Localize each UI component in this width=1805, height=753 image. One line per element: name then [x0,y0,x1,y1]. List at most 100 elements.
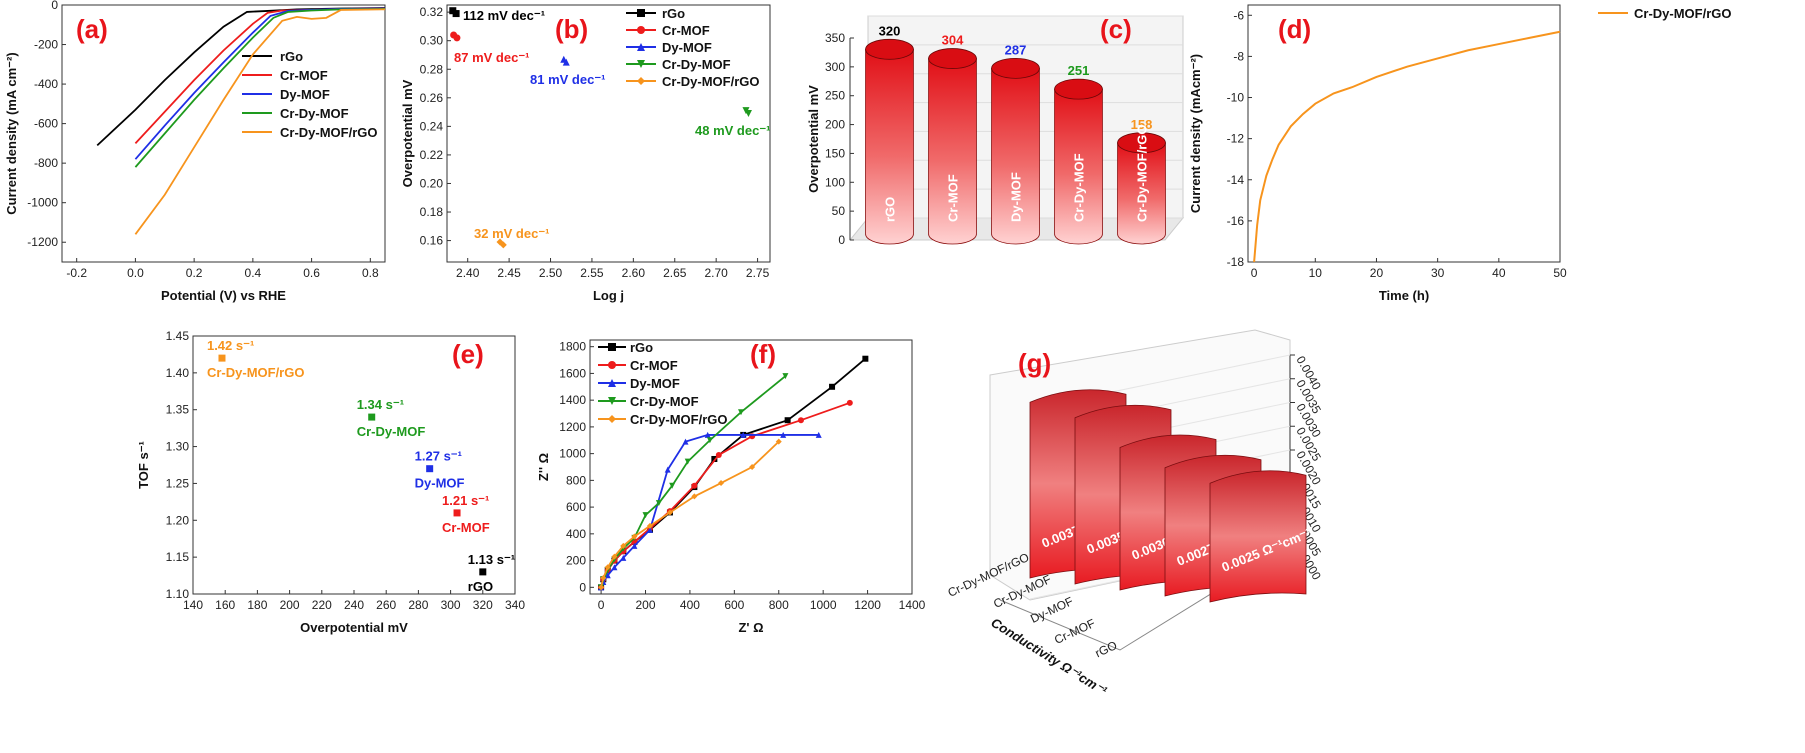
tof-value-label: 1.42 s⁻¹ [207,338,254,353]
y-tick-label: 1.10 [166,587,190,601]
x-tick-label: 180 [247,598,267,612]
plot-frame [61,4,386,263]
y-tick-label: 600 [566,500,586,514]
conductivity-slab [1209,470,1307,603]
panel-label-c: (c) [1100,14,1132,44]
data-point [598,584,605,591]
bar-category-label: Cr-Dy-MOF [1072,153,1087,222]
legend-marker [608,361,616,369]
legend-marker [637,77,645,85]
y-tick-label: 150 [825,146,845,160]
y-tick-label: -400 [34,77,58,91]
x-tick-label: 340 [505,598,525,612]
legend-marker [608,343,616,351]
legend-entry: Cr-Dy-MOF/rGO [1634,6,1732,21]
data-point [738,409,745,416]
panel-label-g: (g) [1018,348,1051,378]
tof-value-label: 1.27 s⁻¹ [415,449,462,464]
data-point [744,110,752,118]
data-point [815,431,822,438]
x-tick-label: 1400 [899,598,926,612]
data-point [631,533,638,540]
bar-top [865,38,914,60]
bar-category-label: rGO [883,197,898,222]
tof-point-label: Cr-MOF [442,520,490,535]
tof-point-label: Cr-Dy-MOF/rGO [207,365,304,380]
bar-cylinder [1054,88,1103,245]
panel-d: 0 10 20 30 40 50 -6 -8 -10 -12 -14 -16 -18 Time (h) Cu… [1188,4,1732,303]
y-tick-label: 1.20 [166,513,190,527]
plot-frame [446,4,771,263]
bar-top [991,57,1040,79]
legend-entry: Cr-Dy-MOF [630,394,699,409]
y-axis-title: Overpotential mV [400,79,415,187]
x-tick-label: 10 [1309,266,1323,280]
data-point [604,564,611,571]
x-tick-label: 300 [441,598,461,612]
data-point [453,509,461,517]
y-axis-title: Current density (mAcm⁻²) [1188,54,1203,213]
x-tick-label: 1000 [810,598,837,612]
y-tick-label: 50 [832,204,846,218]
legend-entry: rGo [662,6,685,21]
data-point [646,526,653,533]
y-tick-label: 1.30 [166,440,190,454]
x-tick-label: 160 [215,598,235,612]
slope-annotation: 32 mV dec⁻¹ [474,226,550,241]
tof-point-label: Dy-MOF [415,476,465,491]
y-tick-label: 0.30 [420,34,444,48]
y-axis-title: Z'' Ω [536,453,551,481]
data-point [740,431,747,438]
legend-marker [608,415,616,423]
bar-value-label: 287 [1005,42,1027,57]
panel-e: 140 160 180 200 220 240 260 280 300 320 340 1.10 1.1… [136,329,525,635]
series-line-4 [134,8,386,235]
x-tick-label: 0.0 [127,266,144,280]
data-point [499,241,507,249]
data-point [604,572,611,579]
y-tick-label: 0.26 [420,91,444,105]
data-point [664,466,671,473]
y-tick-label: 0.24 [420,119,444,133]
x-tick-label: 240 [344,598,364,612]
data-point [706,437,713,444]
x-tick-label: 0.4 [245,266,262,280]
data-point [452,10,460,18]
legend-entry: Cr-MOF [630,358,678,373]
plot-frame [589,339,913,595]
data-point [797,417,804,424]
bar-top [1054,78,1103,100]
slope-annotation: 87 mV dec⁻¹ [454,50,530,65]
x-tick-label: 0.2 [186,266,203,280]
legend-entry: Cr-MOF [280,68,328,83]
bar-cylinder [1117,142,1166,245]
y-tick-label: -600 [34,117,58,131]
legend-entry: rGo [630,340,653,355]
data-point [780,431,787,438]
y-tick-label: 0.20 [420,176,444,190]
y-tick-label: 0.18 [420,205,444,219]
x-tick-label: 200 [280,598,300,612]
data-point [368,413,376,421]
legend-marker [608,397,616,405]
y-tick-label: 1.25 [166,476,190,490]
y-tick-label: 200 [825,118,845,132]
tof-value-label: 1.13 s⁻¹ [468,552,515,567]
series-line-0 [1253,30,1561,263]
y-tick-label: -10 [1227,91,1245,105]
panel-b: 2.40 2.45 2.50 2.55 2.60 2.65 2.70 2.75 0.16 0.18… [400,4,771,303]
x-tick-label: 2.40 [456,266,480,280]
tof-value-label: 1.21 s⁻¹ [442,493,489,508]
y-tick-label: 400 [566,527,586,541]
panel-f: 0 200 400 600 800 1000 1200 1400 0 200 400 600 800 10… [536,339,926,635]
panel-g: 0.00000.00050.00100.00150.00200.00250.00… [946,329,1324,699]
y-tick-label: 800 [566,473,586,487]
x-tick-label: 2.50 [539,266,563,280]
legend-entry: Cr-Dy-MOF/rGO [662,74,760,89]
data-point [479,568,487,576]
legend-entry: Dy-MOF [280,87,330,102]
y-tick-label: 0.28 [420,62,444,76]
series-line-2 [600,434,819,588]
data-point [642,512,649,519]
y-tick-label: -14 [1227,173,1245,187]
